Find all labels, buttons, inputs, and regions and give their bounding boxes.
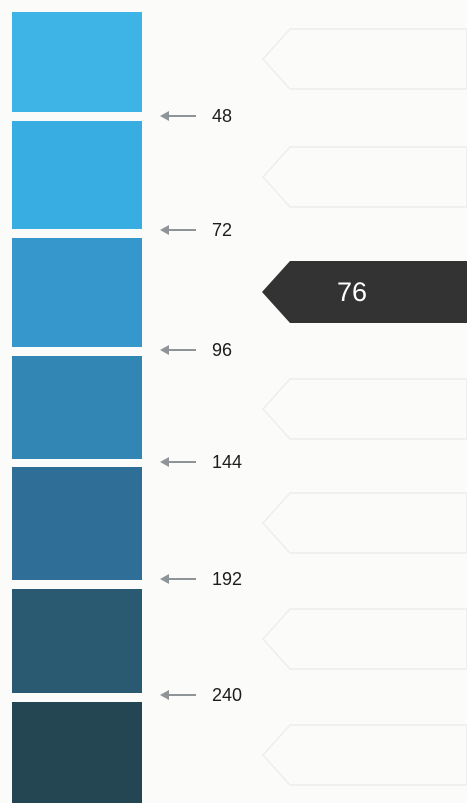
ghost-pointer — [262, 724, 467, 786]
tick-label: 144 — [212, 452, 243, 472]
swatch-6 — [12, 589, 142, 693]
left-arrow-icon — [160, 452, 196, 472]
tick-48: 48 — [160, 106, 232, 126]
tick-label: 240 — [212, 685, 243, 705]
ghost-pointer — [262, 146, 467, 208]
tick-96: 96 — [160, 340, 232, 360]
tick-label: 96 — [212, 340, 233, 360]
tick-label: 192 — [212, 569, 243, 589]
tick-label: 48 — [212, 106, 233, 126]
result-value: 76 — [336, 277, 368, 307]
swatch-5 — [12, 467, 142, 580]
swatch-2 — [12, 121, 142, 229]
result-pointer: 76 — [262, 261, 467, 323]
ghost-pointer — [262, 378, 467, 440]
swatch-7 — [12, 702, 142, 803]
swatch-1 — [12, 12, 142, 112]
tick-label: 72 — [212, 220, 233, 240]
left-arrow-icon — [160, 220, 196, 240]
tick-192: 192 — [160, 569, 242, 589]
swatch-3 — [12, 238, 142, 347]
tick-72: 72 — [160, 220, 232, 240]
tick-240: 240 — [160, 685, 242, 705]
ghost-pointer — [262, 28, 467, 90]
swatch-4 — [12, 356, 142, 459]
tick-144: 144 — [160, 452, 242, 472]
left-arrow-icon — [160, 685, 196, 705]
ghost-pointer — [262, 492, 467, 554]
ghost-pointer — [262, 608, 467, 670]
pointer-shape — [262, 261, 467, 323]
left-arrow-icon — [160, 106, 196, 126]
left-arrow-icon — [160, 340, 196, 360]
left-arrow-icon — [160, 569, 196, 589]
